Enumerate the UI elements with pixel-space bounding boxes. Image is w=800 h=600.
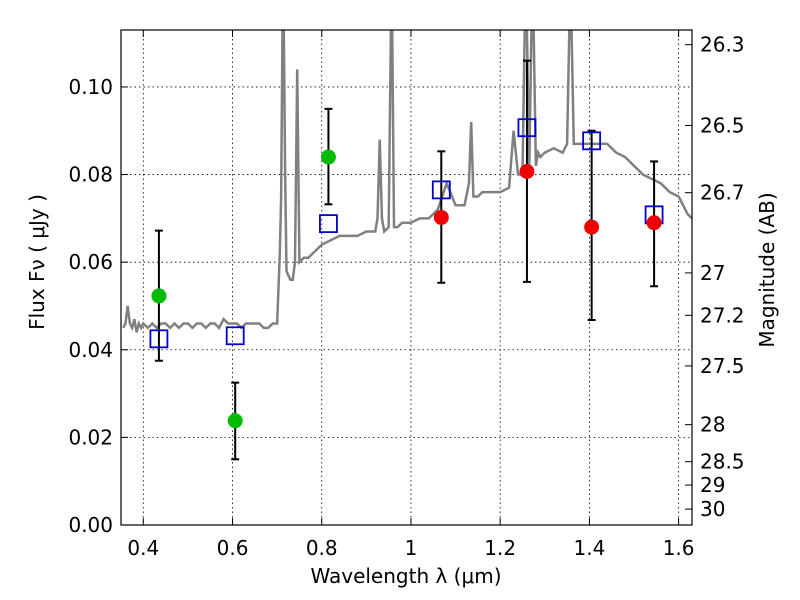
nir-point [519,163,535,179]
magnitude-tick-label: 28 [700,413,725,437]
magnitude-tick-label: 27.5 [700,354,745,378]
magnitude-tick-label: 27 [700,261,725,285]
x-tick-label: 0.6 [217,536,249,560]
y-tick-label: 0.02 [68,425,113,449]
x-tick-label: 1.4 [573,536,605,560]
magnitude-axis-title: Magnitude (AB) [755,192,779,347]
x-tick-label: 1.6 [663,536,695,560]
optical-point [320,149,336,165]
x-tick-label: 0.8 [306,536,338,560]
optical-point [227,413,243,429]
x-axis: 0.4 0.6 0.8 1 1.2 1.4 1.6 [127,30,695,560]
x-axis-title: Wavelength λ (μm) [310,564,501,588]
model-magnitude-box [431,180,451,200]
nir-point [646,215,662,231]
y-tick-label: 0.00 [68,513,113,537]
model-magnitude-box [149,329,169,349]
model-magnitude-box [582,131,602,151]
x-tick-label: 0.4 [127,536,159,560]
y-axis: 0.00 0.02 0.04 0.06 0.08 0.10 [68,75,128,537]
magnitude-tick-label: 29 [700,473,725,497]
model-magnitude-box [319,214,338,234]
y-axis-title: Flux Fν ( μJy ) [25,194,49,330]
x-tick-label: 1 [405,536,418,560]
y-tick-label: 0.06 [68,250,113,274]
photometry-points [151,149,662,429]
magnitude-tick-label: 28.5 [700,450,745,474]
nir-point [584,219,600,235]
y-tick-label: 0.04 [68,338,113,362]
model-magnitude-box [517,118,537,138]
magnitude-tick-label: 26.5 [700,113,745,137]
y-tick-label: 0.10 [68,75,113,99]
magnitude-tick-label: 30 [700,497,725,521]
x-tick-label: 1.2 [484,536,516,560]
magnitude-tick-label: 26.7 [700,181,745,205]
nir-point [433,209,449,225]
plot-area [122,30,692,461]
model-magnitude-box [225,326,245,346]
y-tick-label: 0.08 [68,163,113,187]
plot-frame [120,29,693,526]
grid [121,30,692,526]
spectrum-line [122,30,692,333]
magnitude-tick-label: 26.3 [700,33,745,57]
optical-point [151,288,167,304]
magnitude-tick-label: 27.2 [700,303,745,327]
